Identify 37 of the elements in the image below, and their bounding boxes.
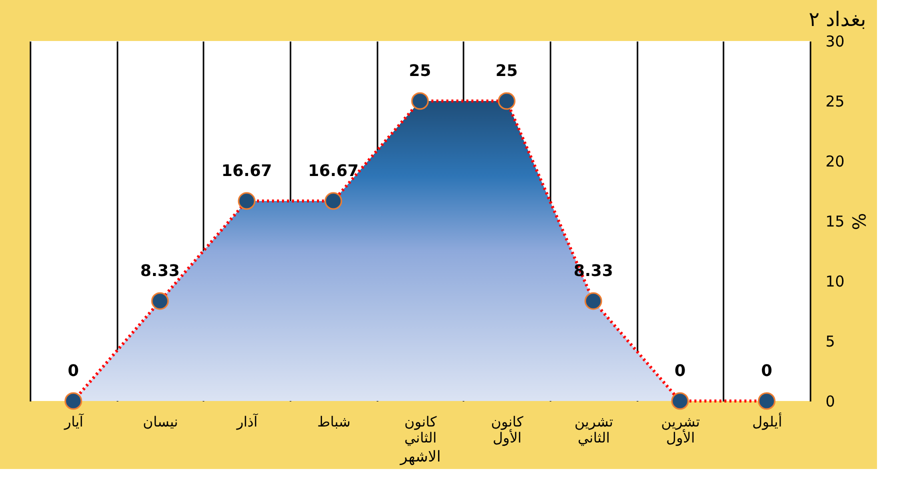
x-axis-title: الاشهر — [399, 448, 441, 466]
data-label: 0 — [674, 361, 686, 380]
x-tick-label: تشرين الأول — [661, 414, 700, 446]
point — [411, 92, 429, 110]
y-tick-label: 15 — [826, 212, 845, 230]
data-label: 8.33 — [574, 261, 614, 280]
data-label: 16.67 — [308, 160, 359, 180]
y-tick-label: 10 — [826, 272, 845, 290]
x-tick-label: آذار — [236, 412, 259, 430]
y-axis-title: % — [848, 212, 869, 230]
y-tick-label: 25 — [826, 92, 845, 110]
x-tick-label: نيسان — [142, 414, 178, 430]
data-label: 0 — [68, 361, 79, 380]
data-label: 0 — [761, 361, 772, 380]
x-tick-label: آيار — [63, 412, 84, 430]
x-tick-label: كانون الأول — [490, 414, 524, 446]
x-tick-label: أيلول — [752, 412, 782, 430]
point — [498, 92, 516, 110]
point — [584, 292, 602, 310]
point — [324, 192, 342, 210]
point — [758, 392, 776, 410]
x-tick-label: شباط — [317, 414, 350, 430]
data-label: 16.67 — [221, 160, 272, 180]
data-label: 25 — [408, 61, 432, 80]
point — [151, 292, 169, 310]
point — [671, 392, 689, 410]
y-tick-label: 0 — [826, 392, 836, 410]
data-label: 25 — [496, 61, 518, 80]
x-tick-label: كانون الثاني — [404, 414, 438, 446]
y-tick-label: 20 — [826, 152, 845, 170]
y-tick-label: 5 — [826, 332, 836, 350]
point — [238, 192, 256, 210]
point — [64, 392, 82, 410]
chart-title: بغداد ٢ — [808, 7, 866, 31]
y-tick-label: 30 — [826, 32, 845, 50]
x-tick-label: تشرين الثاني — [574, 414, 614, 446]
data-label: 8.33 — [140, 261, 180, 280]
